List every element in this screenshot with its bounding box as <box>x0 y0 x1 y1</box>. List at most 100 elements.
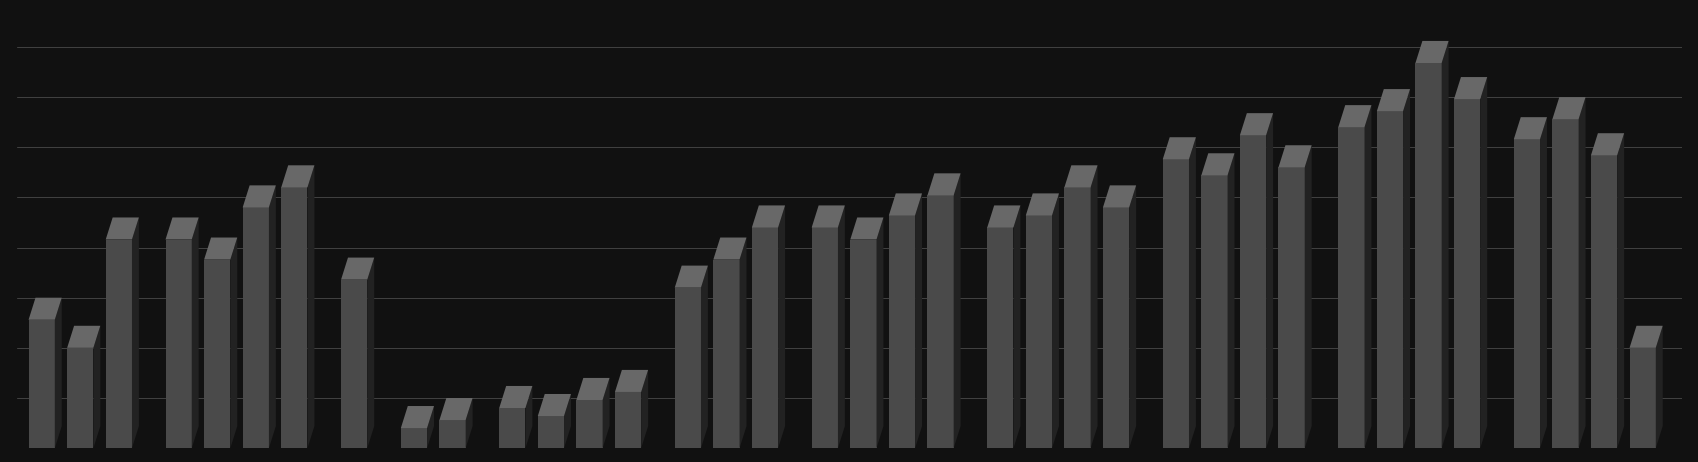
Polygon shape <box>1338 105 1370 127</box>
Polygon shape <box>1161 137 1195 159</box>
Polygon shape <box>243 207 268 448</box>
Polygon shape <box>849 218 883 239</box>
Polygon shape <box>1228 153 1234 448</box>
Polygon shape <box>105 218 139 239</box>
Polygon shape <box>987 206 1020 227</box>
Polygon shape <box>1375 111 1403 448</box>
Polygon shape <box>29 298 61 320</box>
Polygon shape <box>426 406 433 448</box>
Polygon shape <box>1240 135 1265 448</box>
Polygon shape <box>1628 348 1656 448</box>
Polygon shape <box>674 266 708 288</box>
Polygon shape <box>243 185 275 207</box>
Polygon shape <box>282 165 314 188</box>
Polygon shape <box>525 386 531 448</box>
Polygon shape <box>1589 133 1623 155</box>
Polygon shape <box>1414 41 1448 63</box>
Polygon shape <box>165 218 199 239</box>
Polygon shape <box>440 420 465 448</box>
Polygon shape <box>1063 165 1097 188</box>
Polygon shape <box>752 227 778 448</box>
Polygon shape <box>987 227 1014 448</box>
Polygon shape <box>1014 206 1020 448</box>
Polygon shape <box>876 218 883 448</box>
Polygon shape <box>165 239 192 448</box>
Polygon shape <box>68 326 100 348</box>
Polygon shape <box>812 206 844 227</box>
Polygon shape <box>1200 176 1228 448</box>
Polygon shape <box>307 165 314 448</box>
Polygon shape <box>1240 113 1272 135</box>
Polygon shape <box>1090 165 1097 448</box>
Polygon shape <box>268 185 275 448</box>
Polygon shape <box>68 348 93 448</box>
Polygon shape <box>849 239 876 448</box>
Polygon shape <box>1656 326 1662 448</box>
Polygon shape <box>1453 77 1486 99</box>
Polygon shape <box>576 400 603 448</box>
Polygon shape <box>615 392 640 448</box>
Polygon shape <box>576 378 610 400</box>
Polygon shape <box>499 386 531 408</box>
Polygon shape <box>1479 77 1486 448</box>
Polygon shape <box>1628 326 1662 348</box>
Polygon shape <box>29 320 54 448</box>
Polygon shape <box>1189 137 1195 448</box>
Polygon shape <box>1200 153 1234 176</box>
Polygon shape <box>1026 194 1058 215</box>
Polygon shape <box>1616 133 1623 448</box>
Polygon shape <box>953 173 959 448</box>
Polygon shape <box>401 406 433 428</box>
Polygon shape <box>1363 105 1370 448</box>
Polygon shape <box>640 370 647 448</box>
Polygon shape <box>603 378 610 448</box>
Polygon shape <box>915 194 922 448</box>
Polygon shape <box>564 394 571 448</box>
Polygon shape <box>1552 97 1584 119</box>
Polygon shape <box>1129 185 1136 448</box>
Polygon shape <box>1375 89 1409 111</box>
Polygon shape <box>204 237 238 260</box>
Polygon shape <box>778 206 784 448</box>
Polygon shape <box>192 218 199 448</box>
Polygon shape <box>927 195 953 448</box>
Polygon shape <box>367 258 374 448</box>
Polygon shape <box>1414 63 1442 448</box>
Polygon shape <box>1513 139 1538 448</box>
Polygon shape <box>701 266 708 448</box>
Polygon shape <box>1552 119 1577 448</box>
Polygon shape <box>1338 127 1363 448</box>
Polygon shape <box>538 394 571 416</box>
Polygon shape <box>1403 89 1409 448</box>
Polygon shape <box>1102 207 1129 448</box>
Polygon shape <box>1026 215 1051 448</box>
Polygon shape <box>739 237 745 448</box>
Polygon shape <box>1051 194 1058 448</box>
Polygon shape <box>1265 113 1272 448</box>
Polygon shape <box>538 416 564 448</box>
Polygon shape <box>615 370 647 392</box>
Polygon shape <box>888 215 915 448</box>
Polygon shape <box>282 188 307 448</box>
Polygon shape <box>341 280 367 448</box>
Polygon shape <box>1277 145 1311 167</box>
Polygon shape <box>1513 117 1547 139</box>
Polygon shape <box>927 173 959 195</box>
Polygon shape <box>1589 155 1616 448</box>
Polygon shape <box>105 239 132 448</box>
Polygon shape <box>440 398 472 420</box>
Polygon shape <box>231 237 238 448</box>
Polygon shape <box>465 398 472 448</box>
Polygon shape <box>812 227 837 448</box>
Polygon shape <box>752 206 784 227</box>
Polygon shape <box>401 428 426 448</box>
Polygon shape <box>1063 188 1090 448</box>
Polygon shape <box>1538 117 1547 448</box>
Polygon shape <box>499 408 525 448</box>
Polygon shape <box>1277 167 1304 448</box>
Polygon shape <box>713 260 739 448</box>
Polygon shape <box>1161 159 1189 448</box>
Polygon shape <box>674 288 701 448</box>
Polygon shape <box>204 260 231 448</box>
Polygon shape <box>341 258 374 280</box>
